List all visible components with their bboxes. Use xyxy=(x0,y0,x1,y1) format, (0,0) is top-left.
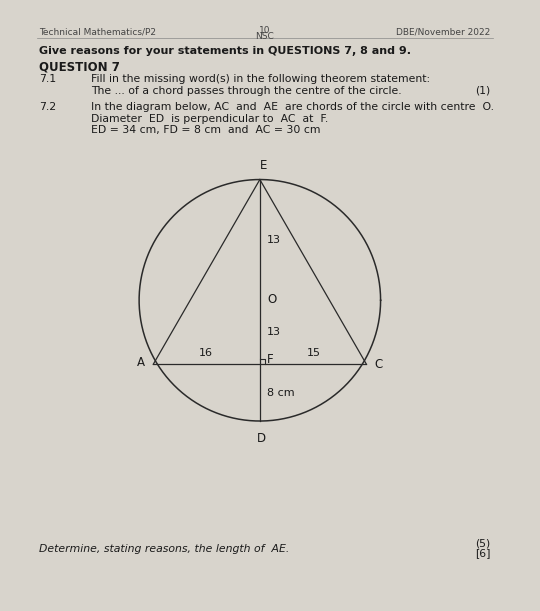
Text: Determine, stating reasons, the length of  AE.: Determine, stating reasons, the length o… xyxy=(39,544,289,554)
Text: 8 cm: 8 cm xyxy=(267,387,295,398)
Text: 16: 16 xyxy=(198,348,212,358)
Text: 7.2: 7.2 xyxy=(39,102,56,112)
Text: 7.1: 7.1 xyxy=(39,74,56,84)
Text: 13: 13 xyxy=(267,327,281,337)
Text: QUESTION 7: QUESTION 7 xyxy=(39,60,120,73)
Text: ED = 34 cm, FD = 8 cm  and  AC = 30 cm: ED = 34 cm, FD = 8 cm and AC = 30 cm xyxy=(91,125,321,135)
Text: O: O xyxy=(267,293,276,306)
Text: (1): (1) xyxy=(475,86,490,96)
Text: Technical Mathematics/P2: Technical Mathematics/P2 xyxy=(39,27,156,36)
Text: DBE/November 2022: DBE/November 2022 xyxy=(396,27,490,36)
Text: E: E xyxy=(260,159,267,172)
Text: Fill in the missing word(s) in the following theorem statement:: Fill in the missing word(s) in the follo… xyxy=(91,74,430,84)
Text: NSC: NSC xyxy=(255,32,274,42)
Text: 10: 10 xyxy=(259,26,271,35)
Text: 15: 15 xyxy=(307,348,321,358)
Text: [6]: [6] xyxy=(475,548,490,558)
Text: Give reasons for your statements in QUESTIONS 7, 8 and 9.: Give reasons for your statements in QUES… xyxy=(39,46,411,56)
Text: D: D xyxy=(256,432,266,445)
Text: A: A xyxy=(137,356,145,370)
Text: The ... of a chord passes through the centre of the circle.: The ... of a chord passes through the ce… xyxy=(91,86,402,96)
Text: In the diagram below, AC  and  AE  are chords of the circle with centre  O.: In the diagram below, AC and AE are chor… xyxy=(91,102,494,112)
Text: F: F xyxy=(267,353,274,366)
Text: 13: 13 xyxy=(267,235,281,245)
Text: (5): (5) xyxy=(475,538,490,549)
Text: C: C xyxy=(375,357,383,371)
Text: Diameter  ED  is perpendicular to  AC  at  F.: Diameter ED is perpendicular to AC at F. xyxy=(91,114,328,123)
